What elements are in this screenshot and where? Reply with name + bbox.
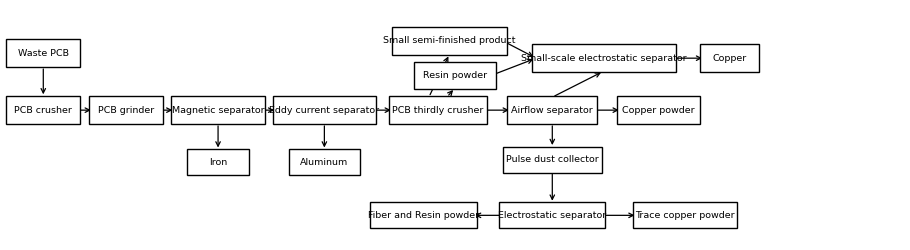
Text: PCB crusher: PCB crusher <box>15 106 72 115</box>
FancyBboxPatch shape <box>414 62 496 89</box>
Text: Aluminum: Aluminum <box>300 158 349 166</box>
Text: Waste PCB: Waste PCB <box>18 49 69 58</box>
FancyBboxPatch shape <box>502 147 602 173</box>
FancyBboxPatch shape <box>633 202 736 228</box>
FancyBboxPatch shape <box>392 26 507 55</box>
FancyBboxPatch shape <box>389 96 487 124</box>
FancyBboxPatch shape <box>500 202 605 228</box>
Text: Small-scale electrostatic separator: Small-scale electrostatic separator <box>521 54 686 63</box>
Text: Eddy current separator: Eddy current separator <box>269 106 379 115</box>
Text: Iron: Iron <box>209 158 228 166</box>
Text: Magnetic separator: Magnetic separator <box>172 106 265 115</box>
Text: Airflow separator: Airflow separator <box>511 106 593 115</box>
FancyBboxPatch shape <box>617 96 700 124</box>
Text: Fiber and Resin powder: Fiber and Resin powder <box>368 211 479 220</box>
Text: PCB grinder: PCB grinder <box>98 106 155 115</box>
Text: PCB thirdly crusher: PCB thirdly crusher <box>392 106 483 115</box>
Text: Trace copper powder: Trace copper powder <box>635 211 734 220</box>
Text: Pulse dust collector: Pulse dust collector <box>506 155 599 164</box>
FancyBboxPatch shape <box>6 39 80 68</box>
Text: Electrostatic separator: Electrostatic separator <box>498 211 606 220</box>
FancyBboxPatch shape <box>6 96 80 124</box>
Text: Copper: Copper <box>713 54 747 63</box>
FancyBboxPatch shape <box>701 44 759 72</box>
Text: Small semi-finished product: Small semi-finished product <box>383 36 516 45</box>
FancyBboxPatch shape <box>531 44 676 72</box>
FancyBboxPatch shape <box>171 96 266 124</box>
FancyBboxPatch shape <box>273 96 376 124</box>
Text: Copper powder: Copper powder <box>622 106 695 115</box>
FancyBboxPatch shape <box>187 149 248 175</box>
FancyBboxPatch shape <box>370 202 477 228</box>
Text: Resin powder: Resin powder <box>423 71 487 80</box>
FancyBboxPatch shape <box>289 149 359 175</box>
FancyBboxPatch shape <box>89 96 163 124</box>
FancyBboxPatch shape <box>507 96 597 124</box>
